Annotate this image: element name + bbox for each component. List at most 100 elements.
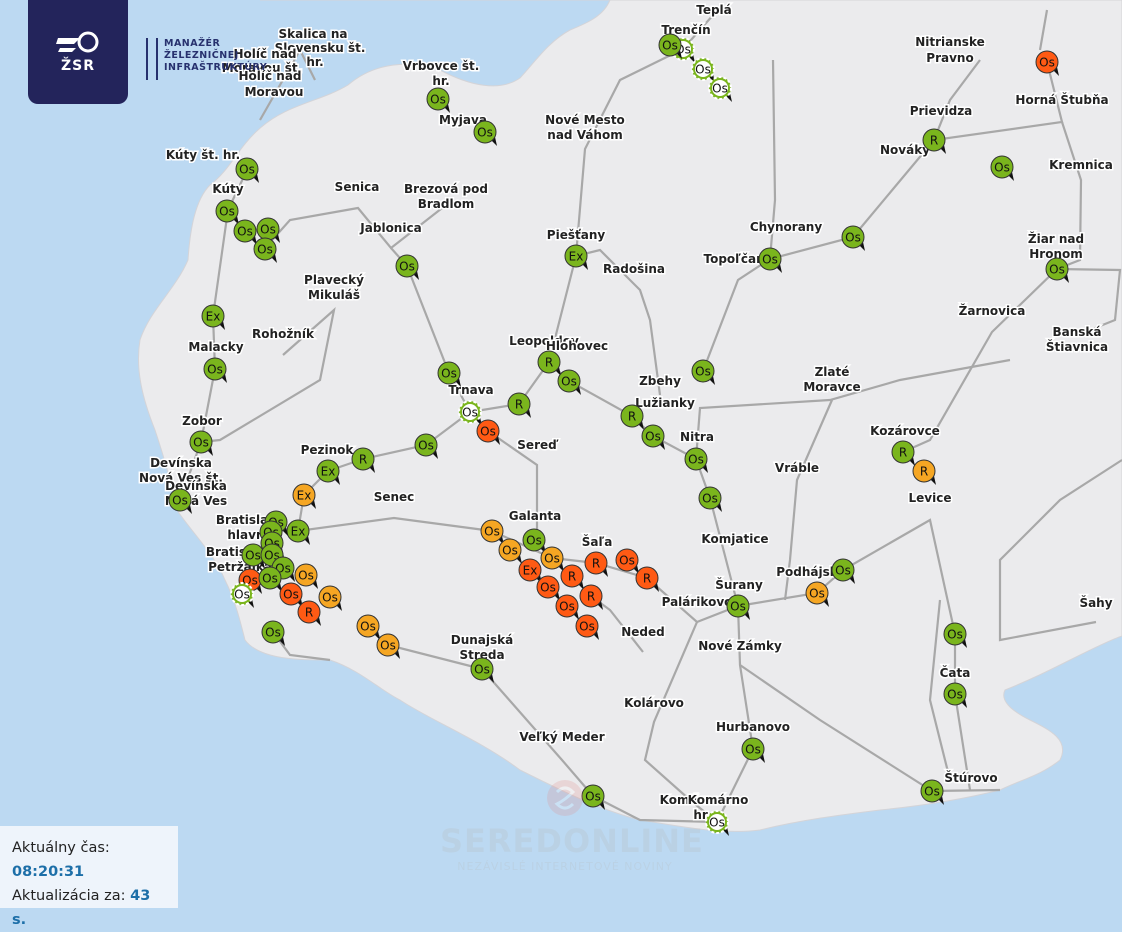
train-marker-circle[interactable] xyxy=(943,682,967,706)
train-marker-circle[interactable] xyxy=(758,247,782,271)
train-marker-circle[interactable] xyxy=(805,581,829,605)
train-marker[interactable]: Ex xyxy=(316,459,340,485)
train-marker-circle[interactable] xyxy=(235,157,259,181)
train-marker[interactable]: Os xyxy=(805,581,829,607)
train-marker[interactable]: Os xyxy=(261,620,285,646)
train-marker[interactable]: R xyxy=(635,566,659,592)
train-marker-circle[interactable] xyxy=(635,566,659,590)
train-marker-circle[interactable] xyxy=(726,594,750,618)
train-marker-circle[interactable] xyxy=(990,155,1014,179)
train-marker[interactable]: Os xyxy=(708,76,732,102)
train-marker-circle[interactable] xyxy=(522,528,546,552)
train-marker-circle[interactable] xyxy=(620,404,644,428)
train-marker[interactable]: R xyxy=(351,447,375,473)
train-marker-circle[interactable] xyxy=(658,33,682,57)
train-marker[interactable]: Os xyxy=(480,519,504,545)
train-marker-circle[interactable] xyxy=(581,784,605,808)
train-marker-circle[interactable] xyxy=(473,120,497,144)
train-marker-circle[interactable] xyxy=(831,558,855,582)
train-marker[interactable]: R xyxy=(537,350,561,376)
train-marker[interactable]: Os xyxy=(691,359,715,385)
train-marker[interactable]: Os xyxy=(258,566,282,592)
train-marker-circle[interactable] xyxy=(356,614,380,638)
train-marker-circle[interactable] xyxy=(922,128,946,152)
train-marker-circle[interactable] xyxy=(261,620,285,644)
train-marker[interactable]: R xyxy=(891,440,915,466)
train-marker-circle[interactable] xyxy=(233,219,257,243)
train-marker-circle[interactable] xyxy=(316,459,340,483)
train-marker[interactable]: Os xyxy=(943,682,967,708)
train-marker[interactable]: Os xyxy=(698,486,722,512)
train-marker-circle[interactable] xyxy=(414,433,438,457)
train-marker-circle[interactable] xyxy=(912,459,936,483)
train-marker[interactable]: Os xyxy=(726,594,750,620)
train-markers[interactable]: Os Os Os Os Os Os Os R Os Os Os Os Os Os Os Ex Os Os Os Ex R… xyxy=(168,33,1069,836)
train-marker[interactable]: Os xyxy=(230,582,254,608)
train-marker[interactable]: Os xyxy=(426,87,450,113)
train-marker-circle[interactable] xyxy=(536,575,560,599)
train-marker[interactable]: Os xyxy=(943,622,967,648)
train-marker[interactable]: Os xyxy=(758,247,782,273)
train-marker[interactable]: Os xyxy=(235,157,259,183)
train-marker-circle[interactable] xyxy=(579,584,603,608)
train-marker-circle[interactable] xyxy=(1035,50,1059,74)
train-marker-circle[interactable] xyxy=(279,582,303,606)
train-marker-circle[interactable] xyxy=(203,357,227,381)
train-marker[interactable]: Os xyxy=(1035,50,1059,76)
train-marker[interactable]: Os xyxy=(581,784,605,810)
train-marker[interactable]: Os xyxy=(555,594,579,620)
train-marker[interactable]: Ex xyxy=(286,519,310,545)
train-marker[interactable]: Os xyxy=(253,237,277,263)
train-marker-circle[interactable] xyxy=(476,419,500,443)
train-marker[interactable]: Os xyxy=(705,810,729,836)
train-marker[interactable]: Os xyxy=(437,361,461,387)
train-marker[interactable]: Os xyxy=(831,558,855,584)
train-marker[interactable]: Os xyxy=(658,33,682,59)
train-marker[interactable]: R xyxy=(560,564,584,590)
train-marker-circle[interactable] xyxy=(318,585,342,609)
train-marker-circle[interactable] xyxy=(741,737,765,761)
train-marker-circle[interactable] xyxy=(555,594,579,618)
train-marker-circle[interactable] xyxy=(286,519,310,543)
train-marker[interactable]: Ex xyxy=(292,483,316,509)
train-marker-circle[interactable] xyxy=(584,551,608,575)
train-marker[interactable]: Os xyxy=(615,548,639,574)
train-marker-circle[interactable] xyxy=(537,350,561,374)
train-marker[interactable]: Os xyxy=(356,614,380,640)
train-marker-circle[interactable] xyxy=(540,546,564,570)
train-marker-circle[interactable] xyxy=(215,199,239,223)
train-marker-circle[interactable] xyxy=(201,304,225,328)
train-marker[interactable]: Os xyxy=(1045,257,1069,283)
train-marker-circle[interactable] xyxy=(351,447,375,471)
train-marker-circle[interactable] xyxy=(507,392,531,416)
train-marker[interactable]: Os xyxy=(920,779,944,805)
train-marker[interactable]: Os xyxy=(395,254,419,280)
train-marker-circle[interactable] xyxy=(518,558,542,582)
train-marker-circle[interactable] xyxy=(575,614,599,638)
train-marker[interactable]: Os xyxy=(294,563,318,589)
train-marker-circle[interactable] xyxy=(294,563,318,587)
train-marker[interactable]: Ex xyxy=(564,244,588,270)
train-marker-circle[interactable] xyxy=(891,440,915,464)
train-marker[interactable]: R xyxy=(297,600,321,626)
train-marker[interactable]: Os xyxy=(476,419,500,445)
train-marker-circle[interactable] xyxy=(641,424,665,448)
train-marker[interactable]: R xyxy=(584,551,608,577)
train-marker[interactable]: Os xyxy=(473,120,497,146)
train-marker-circle[interactable] xyxy=(426,87,450,111)
train-marker-circle[interactable] xyxy=(376,633,400,657)
train-marker-circle[interactable] xyxy=(189,430,213,454)
train-marker-circle[interactable] xyxy=(395,254,419,278)
train-marker[interactable]: Os xyxy=(256,217,280,243)
train-marker[interactable]: Os xyxy=(841,225,865,251)
train-marker-circle[interactable] xyxy=(943,622,967,646)
train-marker[interactable]: Os xyxy=(575,614,599,640)
train-marker-circle[interactable] xyxy=(564,244,588,268)
train-marker-circle[interactable] xyxy=(920,779,944,803)
train-marker[interactable]: Ex xyxy=(518,558,542,584)
train-marker[interactable]: Os xyxy=(233,219,257,245)
train-marker-circle[interactable] xyxy=(557,369,581,393)
train-marker-circle[interactable] xyxy=(615,548,639,572)
train-marker[interactable]: Os xyxy=(376,633,400,659)
